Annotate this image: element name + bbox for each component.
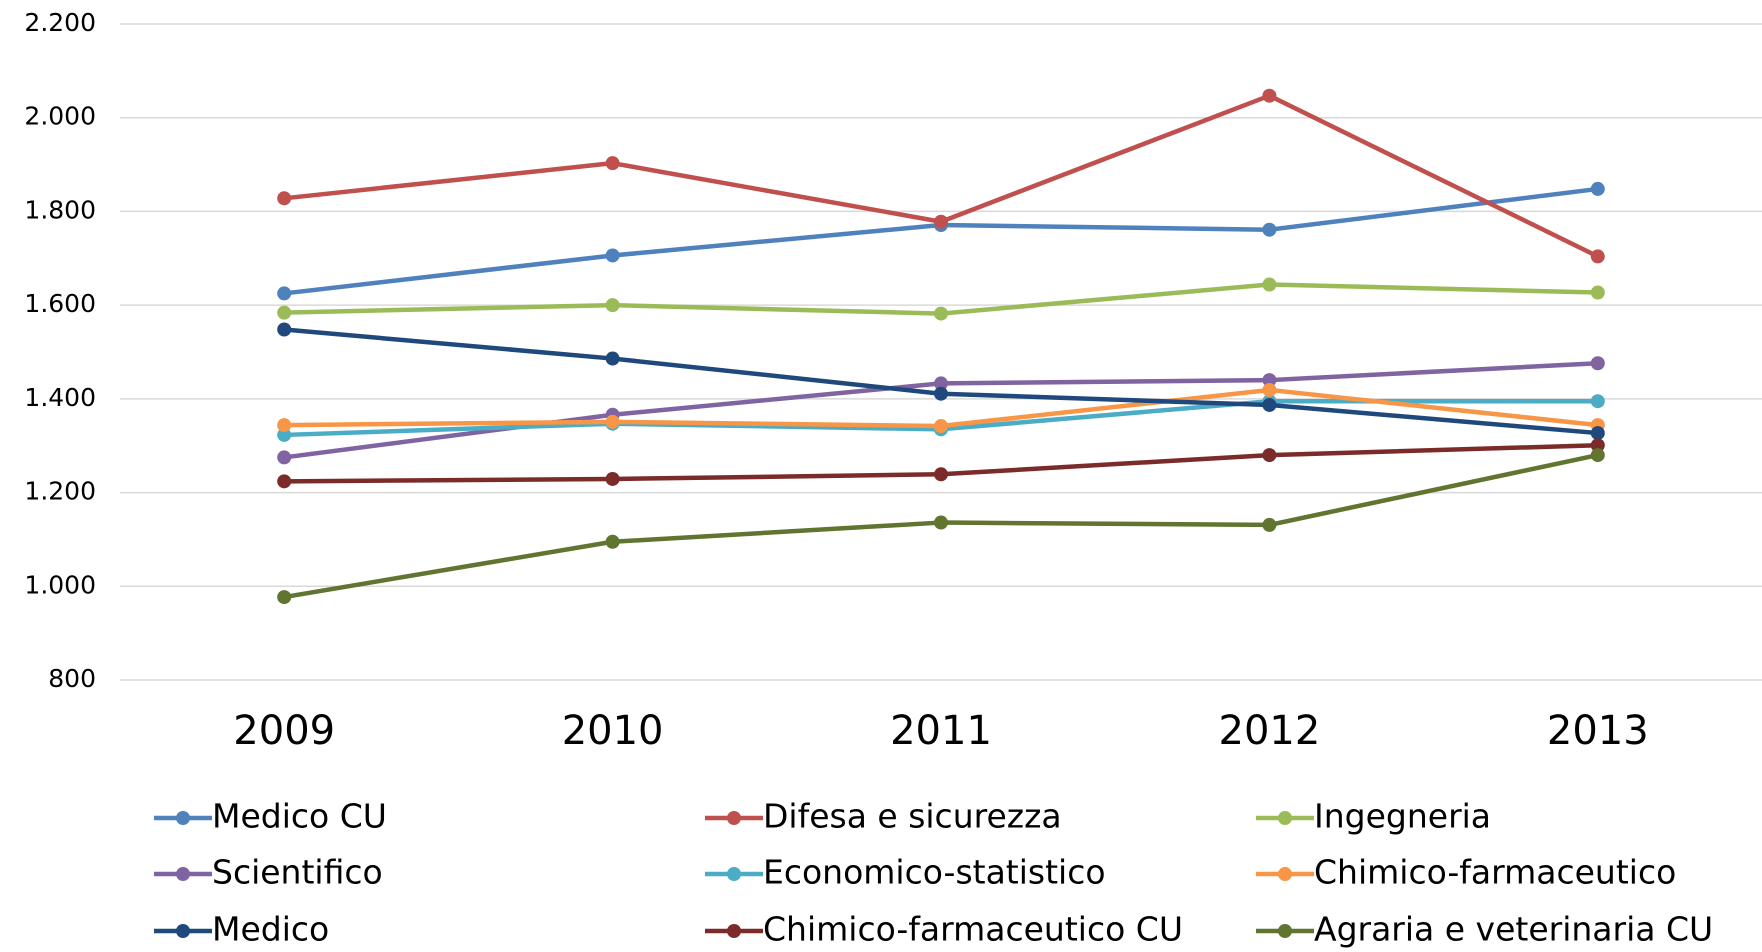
legend-label: Chimico-farmaceutico [1314, 853, 1676, 892]
data-point [605, 298, 620, 313]
y-tick-label: 1.800 [24, 195, 96, 224]
legend-item: Economico-statistico [705, 853, 1106, 892]
legend-item: Difesa e sicurezza [705, 797, 1062, 836]
data-point [277, 305, 292, 320]
legend-item: Chimico-farmaceutico [1256, 853, 1676, 892]
legend-item: Agraria e veterinaria CU [1256, 910, 1713, 949]
data-point [1262, 382, 1277, 397]
data-point [934, 306, 948, 321]
data-point [1590, 356, 1605, 371]
data-point [1590, 394, 1605, 409]
legend-label: Agraria e veterinaria CU [1314, 910, 1713, 949]
x-tick-label: 2010 [562, 708, 664, 754]
y-tick-label: 2.000 [24, 102, 96, 131]
legend-marker [727, 867, 741, 881]
legend-marker [176, 924, 190, 938]
data-point [1590, 448, 1605, 463]
legend-marker [727, 811, 741, 825]
y-tick-label: 1.000 [24, 570, 96, 599]
data-point [605, 534, 620, 549]
legend-item: Chimico-farmaceutico CU [705, 910, 1183, 949]
data-point [1262, 88, 1277, 103]
data-point [1590, 249, 1605, 264]
data-point [605, 471, 620, 486]
legend-marker [1278, 924, 1292, 938]
legend-label: Medico [212, 910, 329, 949]
data-point [277, 450, 292, 465]
legend-marker [176, 867, 190, 881]
data-point [1590, 426, 1605, 441]
data-point [277, 191, 292, 206]
series-line [283, 186, 1599, 296]
data-point [605, 351, 620, 366]
data-point [1262, 277, 1277, 292]
data-point [277, 590, 292, 605]
legend-item: Ingegneria [1256, 797, 1491, 836]
data-point [605, 414, 620, 429]
x-tick-label: 2013 [1547, 708, 1649, 754]
data-point [277, 322, 292, 337]
data-point [934, 467, 948, 482]
data-point [934, 214, 948, 229]
y-tick-label: 1.600 [24, 289, 96, 318]
data-point [1262, 373, 1277, 388]
legend-marker [1278, 867, 1292, 881]
y-tick-label: 2.200 [24, 8, 96, 37]
series-line [283, 93, 1599, 259]
x-tick-label: 2012 [1219, 708, 1321, 754]
data-point [277, 427, 292, 442]
legend-marker [1278, 811, 1292, 825]
x-tick-label: 2011 [890, 708, 992, 754]
legend-item: Scientifico [154, 853, 383, 892]
data-point [277, 418, 292, 433]
data-point [277, 474, 292, 489]
data-point [1590, 438, 1605, 453]
data-point [1262, 448, 1277, 463]
data-point [934, 376, 948, 391]
data-point [605, 248, 620, 263]
legend-marker [176, 811, 190, 825]
x-tick-label: 2009 [233, 708, 335, 754]
legend-label: Difesa e sicurezza [763, 797, 1062, 836]
data-point [1590, 285, 1605, 300]
legend-label: Medico CU [212, 797, 387, 836]
legend-marker [727, 924, 741, 938]
legend-label: Economico-statistico [763, 853, 1106, 892]
data-point [934, 515, 948, 530]
y-tick-label: 1.400 [24, 383, 96, 412]
data-point [1590, 181, 1605, 196]
legend-label: Chimico-farmaceutico CU [763, 910, 1183, 949]
data-point [277, 286, 292, 301]
y-tick-label: 1.200 [24, 477, 96, 506]
y-tick-label: 800 [48, 664, 96, 693]
legend-label: Ingegneria [1314, 797, 1491, 836]
legend-item: Medico [154, 910, 329, 949]
data-point [934, 419, 948, 434]
data-point [1262, 397, 1277, 412]
data-point [1262, 517, 1277, 532]
legend-label: Scientifico [212, 853, 383, 892]
legend-item: Medico CU [154, 797, 387, 836]
data-point [934, 386, 948, 401]
data-point [605, 156, 620, 171]
data-point [1262, 222, 1277, 237]
